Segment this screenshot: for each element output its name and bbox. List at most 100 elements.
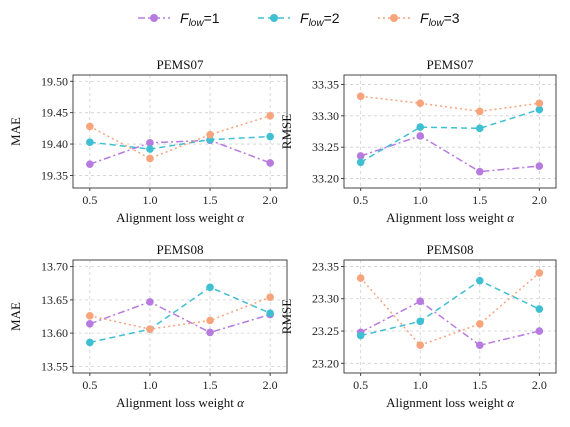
y-tick-label: 33.35 — [312, 77, 339, 91]
y-tick-label: 19.35 — [41, 168, 68, 182]
series-line — [360, 272, 540, 347]
data-point — [535, 269, 544, 277]
data-point — [535, 327, 544, 335]
chart-panel-3: 0.5 1.0 1.5 2.0 13.55 13.60 13.65 13.70 PEMS08 MA… — [8, 242, 288, 410]
data-point — [86, 122, 94, 131]
series-3 — [86, 112, 274, 163]
chart-title: PEMS07 — [157, 57, 204, 72]
chart-title: PEMS07 — [427, 57, 474, 72]
x-tick-label: 1.5 — [203, 193, 218, 207]
series-1 — [86, 298, 274, 337]
y-tick-label: 33.20 — [312, 172, 339, 186]
data-point — [356, 158, 365, 167]
legend-label: Flow=1 — [180, 10, 220, 29]
data-point — [266, 293, 274, 302]
plot-frame — [343, 74, 557, 189]
x-axis-label-symbol: α — [507, 210, 515, 225]
data-point — [416, 99, 425, 108]
data-point — [475, 107, 484, 116]
y-tick-label: 13.70 — [41, 260, 68, 274]
x-tick-label: 1.0 — [413, 378, 428, 392]
series-3 — [356, 269, 544, 350]
series-line — [360, 108, 540, 163]
legend-label: Flow=2 — [300, 10, 340, 29]
data-point — [86, 138, 94, 146]
series-line — [89, 139, 271, 165]
x-tick-label: 1.5 — [203, 378, 218, 392]
legend-item-1: Flow=1 — [138, 10, 220, 29]
legend: Flow=1 Flow=2 Flow=3 — [138, 10, 460, 29]
data-point — [356, 331, 365, 340]
series-line — [360, 279, 540, 337]
x-tick-label: 2.0 — [532, 378, 547, 392]
data-point — [356, 152, 365, 160]
chart-panel-1: 0.5 1.0 1.5 2.0 19.35 19.40 19.45 19.50 PEMS07 MA… — [8, 57, 288, 225]
data-point — [475, 276, 484, 285]
chart-panel-4: 0.5 1.0 1.5 2.0 23.20 23.25 23.30 23.35 PEMS08 RM… — [279, 242, 557, 410]
x-axis-label: Alignment loss weight α — [116, 395, 245, 410]
legend-item-3: Flow=3 — [378, 10, 460, 29]
series-3 — [86, 293, 274, 333]
series-line — [360, 300, 540, 347]
y-axis-label: RMSE — [279, 114, 294, 149]
data-point — [146, 298, 154, 306]
plot-frame — [72, 259, 288, 374]
legend-label-main: F — [180, 10, 190, 26]
y-axis-label: MAE — [8, 117, 23, 146]
series-line — [360, 95, 540, 113]
series-line — [89, 301, 271, 334]
x-axis-label-text: Alignment loss weight — [116, 395, 234, 410]
x-tick-label: 2.0 — [263, 193, 278, 207]
x-axis-label-symbol: α — [237, 210, 245, 225]
y-axis-label: RMSE — [279, 299, 294, 334]
data-point — [356, 92, 365, 101]
series-2 — [356, 276, 544, 340]
data-point — [416, 341, 425, 350]
legend-label-main: F — [420, 10, 430, 26]
data-point — [266, 132, 274, 141]
legend-label-suffix: =2 — [324, 10, 340, 26]
legend-marker — [150, 14, 158, 22]
data-point — [416, 132, 425, 140]
x-axis-label-text: Alignment loss weight — [386, 210, 504, 225]
y-tick-label: 19.50 — [41, 74, 68, 88]
plot-frame — [343, 259, 557, 374]
data-point — [206, 328, 214, 337]
series-line — [89, 115, 271, 160]
x-tick-label: 0.5 — [353, 193, 368, 207]
y-tick-label: 13.55 — [41, 359, 68, 373]
y-tick-label: 13.65 — [41, 293, 68, 307]
data-point — [356, 274, 365, 282]
data-point — [86, 320, 94, 328]
data-point — [206, 283, 214, 292]
x-tick-label: 1.0 — [413, 193, 428, 207]
data-point — [475, 320, 484, 328]
y-tick-label: 23.20 — [312, 356, 339, 370]
y-tick-label: 33.25 — [312, 140, 339, 154]
y-axis-label: MAE — [8, 302, 23, 331]
legend-label-suffix: =3 — [444, 10, 460, 26]
data-point — [416, 317, 425, 326]
x-axis-label-symbol: α — [507, 395, 515, 410]
series-1 — [86, 136, 274, 168]
chart-title: PEMS08 — [157, 242, 204, 257]
y-tick-label: 19.45 — [41, 106, 68, 120]
y-tick-label: 19.40 — [41, 137, 68, 151]
series-line — [89, 296, 271, 330]
series-line — [89, 135, 271, 150]
y-tick-label: 23.30 — [312, 292, 339, 306]
series-3 — [356, 92, 544, 116]
data-point — [266, 112, 274, 120]
x-axis-label-text: Alignment loss weight — [116, 210, 234, 225]
data-point — [146, 139, 154, 147]
data-point — [86, 160, 94, 168]
x-axis-label-text: Alignment loss weight — [386, 395, 504, 410]
data-point — [416, 297, 425, 306]
data-point — [86, 338, 94, 347]
data-point — [266, 309, 274, 317]
data-point — [475, 341, 484, 350]
series-2 — [356, 105, 544, 167]
data-point — [266, 159, 274, 167]
data-point — [475, 167, 484, 176]
